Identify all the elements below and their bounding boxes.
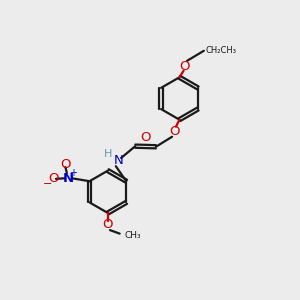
Text: O: O — [179, 60, 190, 73]
Text: O: O — [60, 158, 70, 171]
Text: N: N — [113, 154, 123, 167]
Text: O: O — [140, 131, 151, 144]
Text: CH₃: CH₃ — [125, 232, 141, 241]
Text: N: N — [63, 172, 74, 185]
Text: +: + — [69, 168, 77, 178]
Text: O: O — [103, 218, 113, 231]
Text: H: H — [104, 149, 112, 159]
Text: −: − — [43, 179, 52, 189]
Text: O: O — [48, 172, 58, 185]
Text: CH₂CH₃: CH₂CH₃ — [206, 46, 237, 55]
Text: O: O — [169, 125, 179, 138]
